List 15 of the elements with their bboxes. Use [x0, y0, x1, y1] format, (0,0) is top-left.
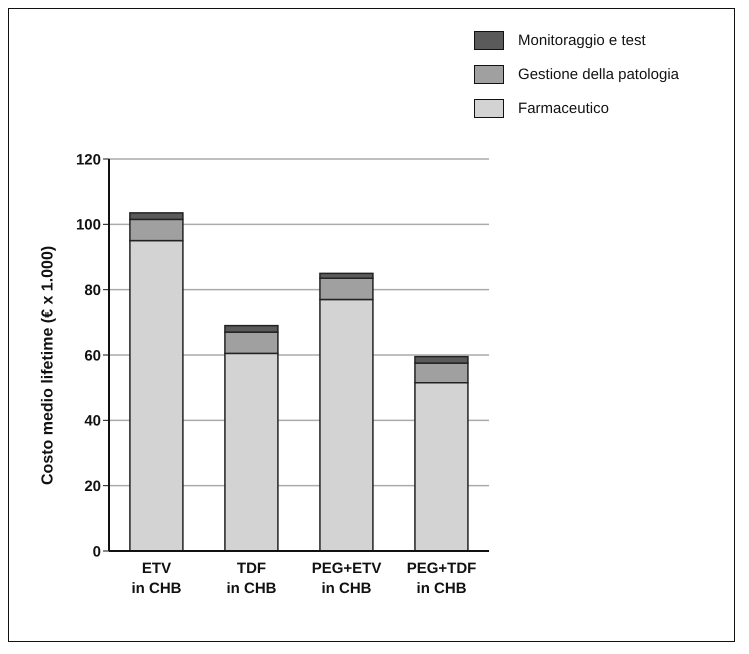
- legend-label: Monitoraggio e test: [518, 32, 646, 48]
- y-tick-label: 80: [84, 282, 101, 299]
- y-tick-label: 40: [84, 412, 101, 430]
- x-tick-label: TDF in CHB: [226, 560, 277, 597]
- y-tick-label: 100: [76, 216, 101, 234]
- x-tick-label: PEG+ETV in CHB: [312, 560, 382, 597]
- y-tick-label: 20: [84, 478, 101, 495]
- x-tick-label: ETV in CHB: [132, 560, 182, 597]
- y-axis-title: Costo medio lifetime (€ x 1.000): [40, 246, 57, 485]
- legend-label: Gestione della patologia: [518, 66, 679, 82]
- y-tick-label: 60: [84, 347, 101, 364]
- y-tick-label: 0: [92, 543, 101, 560]
- x-tick-label: PEG+TDF in CHB: [406, 560, 476, 597]
- legend-label: Farmaceutico: [518, 100, 609, 116]
- y-tick-label: 120: [76, 151, 101, 168]
